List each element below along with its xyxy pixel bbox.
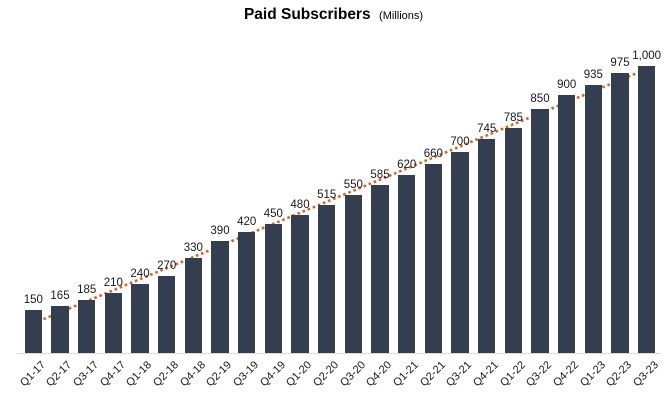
bar[interactable] (557, 94, 576, 353)
bar-value-label: 850 (530, 93, 550, 106)
bar-value-label: 330 (183, 242, 203, 255)
bar[interactable] (397, 175, 416, 353)
bar[interactable] (264, 223, 283, 353)
bar[interactable] (371, 185, 389, 353)
bar[interactable] (104, 292, 123, 353)
bar[interactable] (637, 66, 656, 353)
bar-value-label: 480 (290, 199, 310, 212)
chart-title: Paid Subscribers (Millions) (0, 6, 667, 24)
bar-value-label: 935 (583, 68, 603, 81)
bar[interactable] (211, 241, 229, 353)
chart-title-text: Paid Subscribers (243, 6, 371, 23)
bar-value-label: 240 (130, 268, 150, 281)
bar-value-label: 700 (450, 136, 470, 149)
bar[interactable] (611, 73, 629, 353)
bar[interactable] (531, 109, 549, 353)
bar-value-label: 585 (370, 169, 390, 182)
bar[interactable] (51, 305, 69, 353)
bar-value-label: 210 (103, 276, 123, 289)
chart-subtitle-text: (Millions) (379, 10, 424, 22)
bar[interactable] (77, 299, 96, 353)
bar-value-label: 550 (343, 179, 363, 192)
bar-value-label: 785 (503, 111, 523, 124)
bar[interactable] (291, 215, 309, 353)
bar-value-label: 660 (423, 147, 443, 160)
bar[interactable] (131, 284, 149, 353)
bar[interactable] (451, 152, 469, 353)
bar[interactable] (184, 258, 203, 353)
x-axis-line (17, 353, 661, 354)
bar-value-label: 150 (23, 293, 43, 306)
bar-value-label: 165 (50, 289, 70, 302)
bar[interactable] (584, 84, 603, 353)
bar[interactable] (344, 195, 363, 353)
bar[interactable] (424, 163, 443, 353)
bar-value-label: 975 (610, 57, 630, 70)
bar-value-label: 1,000 (632, 50, 662, 62)
bar-value-label: 745 (477, 123, 497, 136)
bar-value-label: 390 (210, 225, 230, 238)
bar[interactable] (24, 309, 43, 353)
bar-value-label: 515 (317, 189, 337, 202)
bar[interactable] (504, 127, 523, 353)
bar[interactable] (317, 205, 336, 353)
bar[interactable] (157, 275, 176, 353)
bar-value-label: 900 (557, 78, 577, 91)
bar-value-label: 620 (397, 159, 417, 172)
bar-value-label: 450 (263, 207, 283, 220)
bar[interactable] (237, 232, 256, 353)
bar[interactable] (477, 139, 496, 353)
bar-value-label: 420 (237, 216, 257, 229)
bar-value-label: 185 (77, 283, 97, 296)
bar-value-label: 270 (157, 259, 177, 272)
